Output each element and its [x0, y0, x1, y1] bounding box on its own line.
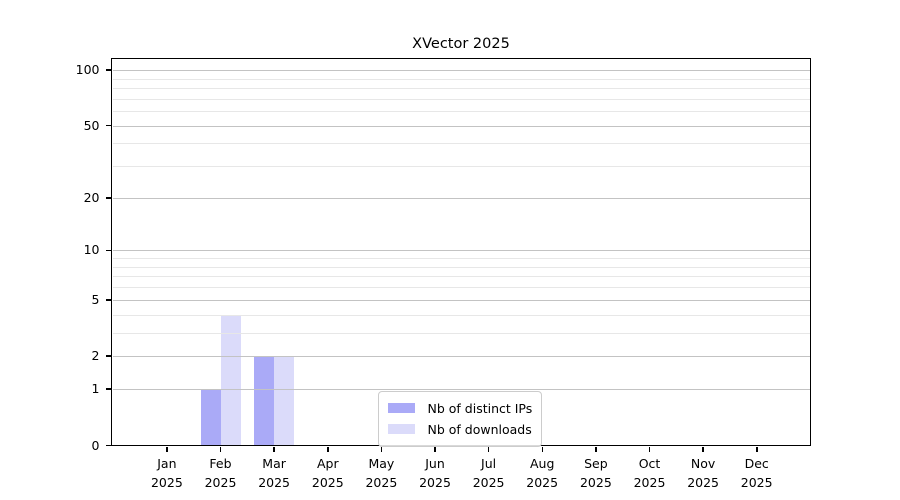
- x-tick-label-sep-2025: Sep 2025: [579, 455, 612, 490]
- y-tick-label-5: 5: [91, 291, 100, 307]
- y-tick-2: [106, 355, 111, 357]
- gridline-minor-7: [112, 276, 810, 278]
- gridline-minor-30: [112, 166, 810, 168]
- gridline-minor-60: [112, 111, 810, 113]
- gridline-minor-9: [112, 258, 810, 260]
- x-tick-label-oct-2025: Oct 2025: [633, 455, 666, 490]
- bar-downloads-feb-2025: [220, 314, 241, 446]
- gridline-major-1: [112, 389, 810, 391]
- x-tick-apr-2025: [327, 447, 329, 452]
- x-tick-jun-2025: [434, 447, 436, 452]
- legend-item-distinct-ips: Nb of distinct IPs: [387, 398, 533, 419]
- x-tick-may-2025: [380, 447, 383, 452]
- y-tick-0: [106, 444, 111, 447]
- x-tick-oct-2025: [648, 447, 651, 452]
- x-tick-label-jul-2025: Jul 2025: [472, 455, 505, 490]
- y-tick-50: [106, 124, 111, 127]
- y-tick-20: [106, 197, 111, 199]
- y-tick-label-2: 2: [91, 348, 100, 364]
- gridline-minor-6: [112, 287, 810, 289]
- y-tick-label-100: 100: [75, 62, 100, 78]
- y-tick-label-50: 50: [83, 117, 100, 133]
- y-tick-label-0: 0: [91, 437, 100, 453]
- x-tick-jan-2025: [166, 447, 168, 452]
- legend-swatch-downloads: [387, 423, 415, 435]
- y-tick-1: [106, 388, 111, 390]
- x-tick-label-feb-2025: Feb 2025: [204, 455, 237, 490]
- gridline-minor-90: [112, 78, 810, 80]
- x-tick-aug-2025: [541, 447, 543, 452]
- x-tick-label-jan-2025: Jan 2025: [150, 455, 183, 490]
- bar-distinct-ips-mar-2025: [254, 356, 275, 446]
- legend-label-distinct-ips: Nb of distinct IPs: [427, 400, 533, 416]
- x-tick-dec-2025: [756, 447, 758, 452]
- x-tick-label-aug-2025: Aug 2025: [526, 455, 559, 490]
- gridline-major-100: [112, 70, 810, 72]
- gridline-minor-80: [112, 88, 810, 89]
- gridline-minor-70: [112, 98, 810, 100]
- y-tick-label-20: 20: [83, 189, 100, 205]
- gridline-minor-8: [112, 266, 810, 268]
- x-tick-label-jun-2025: Jun 2025: [419, 455, 451, 490]
- bar-distinct-ips-feb-2025: [200, 389, 221, 446]
- x-tick-feb-2025: [219, 447, 222, 452]
- chart-title: XVector 2025: [412, 36, 510, 52]
- legend-swatch-distinct-ips: [387, 402, 415, 414]
- gridline-major-10: [112, 250, 810, 252]
- x-tick-label-may-2025: May 2025: [365, 455, 398, 490]
- legend-item-downloads: Nb of downloads: [387, 419, 533, 440]
- gridline-minor-3: [112, 332, 810, 334]
- y-tick-100: [106, 69, 111, 71]
- x-tick-label-nov-2025: Nov 2025: [687, 455, 719, 490]
- bar-downloads-mar-2025: [274, 356, 295, 446]
- x-tick-nov-2025: [702, 447, 704, 452]
- x-tick-label-dec-2025: Dec 2025: [740, 455, 773, 490]
- legend: Nb of distinct IPs Nb of downloads: [377, 390, 543, 447]
- gridline-major-20: [112, 197, 810, 199]
- gridline-major-50: [112, 125, 810, 127]
- x-tick-label-apr-2025: Apr 2025: [311, 455, 344, 490]
- y-tick-10: [106, 249, 111, 252]
- y-tick-5: [106, 299, 111, 301]
- gridline-minor-40: [112, 143, 810, 145]
- gridline-minor-4: [112, 314, 810, 316]
- y-tick-label-10: 10: [83, 242, 100, 258]
- x-tick-mar-2025: [273, 447, 275, 452]
- legend-label-downloads: Nb of downloads: [427, 421, 532, 437]
- x-tick-sep-2025: [595, 447, 597, 452]
- x-tick-label-mar-2025: Mar 2025: [258, 455, 290, 490]
- gridline-major-2: [112, 356, 810, 358]
- y-tick-label-1: 1: [91, 381, 100, 397]
- plot-area: Nb of distinct IPs Nb of downloads: [112, 59, 810, 447]
- x-tick-jul-2025: [487, 447, 490, 452]
- gridline-major-5: [112, 299, 810, 301]
